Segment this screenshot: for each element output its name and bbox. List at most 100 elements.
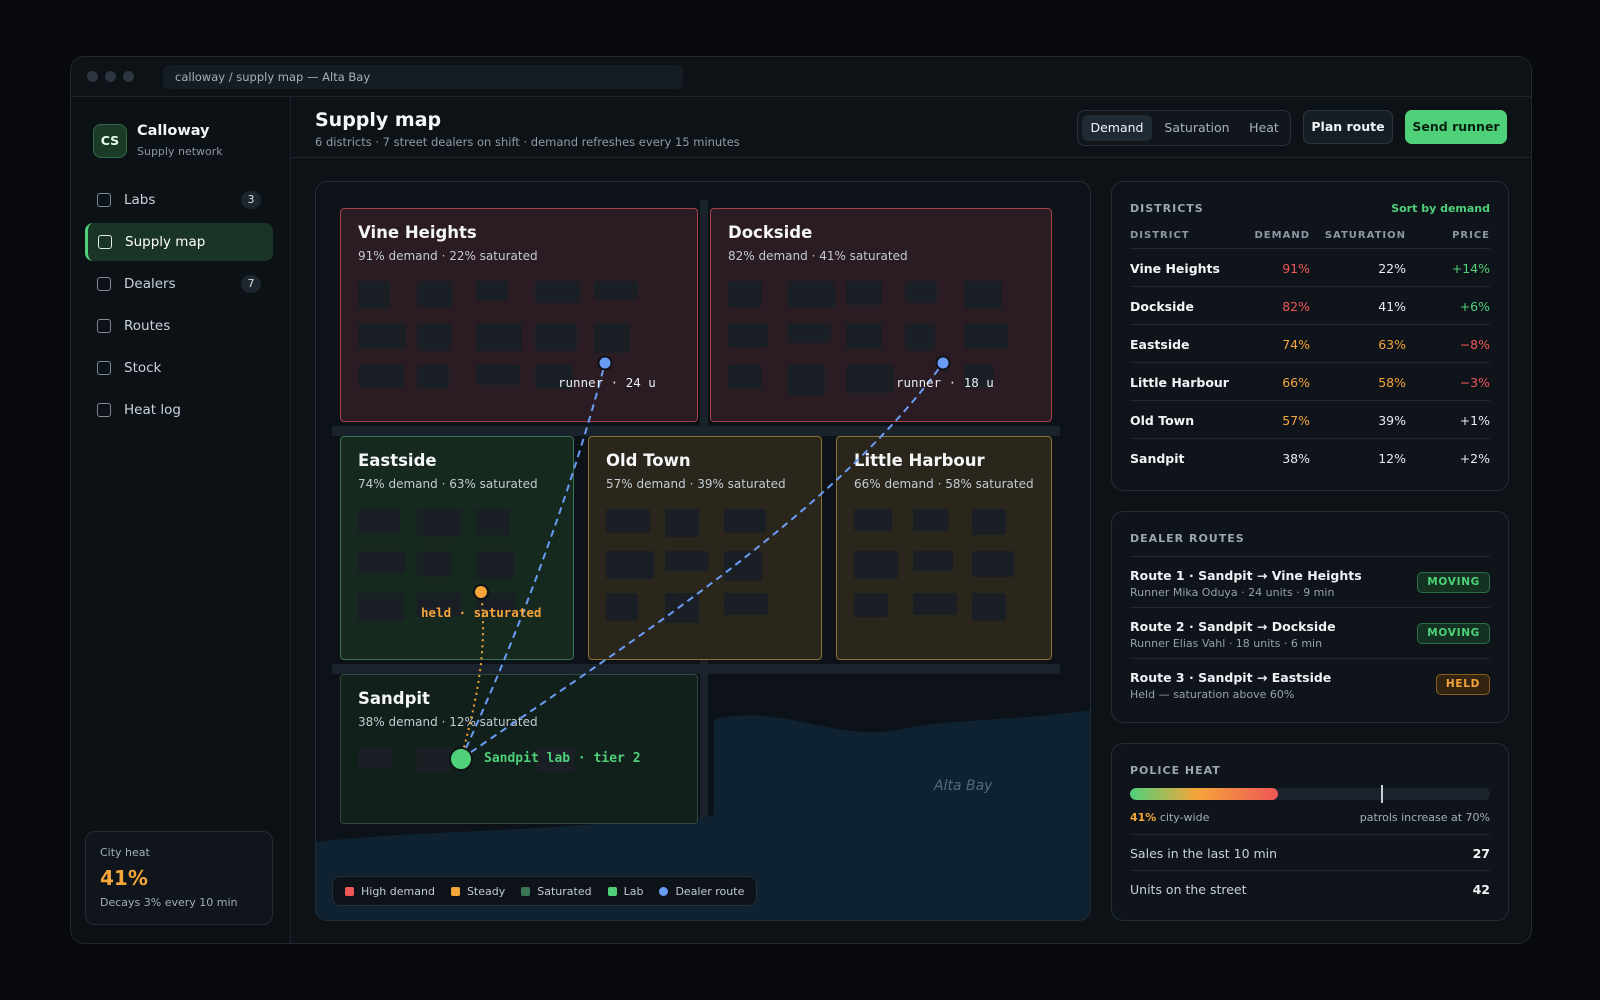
status-badge: HELD: [1435, 674, 1490, 695]
brand-subtitle: Supply network: [137, 145, 223, 158]
address-bar[interactable]: calloway / supply map — Alta Bay: [163, 65, 683, 89]
route-row[interactable]: Route 1 · Sandpit → Vine Heights Runner …: [1130, 556, 1490, 607]
table-row[interactable]: Vine Heights 91% 22% +14%: [1130, 248, 1490, 286]
heat-value-suffix: city-wide: [1159, 811, 1210, 824]
district-name: Eastside: [358, 451, 437, 470]
table-row[interactable]: Eastside 74% 63% −8%: [1130, 324, 1490, 362]
legend-item: Saturated: [521, 885, 592, 898]
sidebar-item-label: Dealers: [124, 276, 176, 292]
district-sandpit[interactable]: Sandpit 38% demand · 12% saturated: [340, 674, 698, 824]
heat-value: 41%: [1130, 811, 1157, 824]
district-name-cell: Eastside: [1130, 337, 1190, 352]
district-name: Dockside: [728, 223, 813, 242]
column-header[interactable]: SATURATION: [1324, 230, 1406, 241]
district-stats: 74% demand · 63% saturated: [358, 477, 538, 491]
sidebar-item-stock[interactable]: Stock: [85, 349, 273, 387]
sidebar-item-label: Stock: [124, 360, 162, 376]
table-row[interactable]: Dockside 82% 41% +6%: [1130, 286, 1490, 324]
street: [332, 426, 1060, 436]
route-row[interactable]: Route 3 · Sandpit → Eastside Held — satu…: [1130, 658, 1490, 709]
stat-label: Units on the street: [1130, 882, 1247, 897]
districts-panel: DISTRICTS Sort by demand DISTRICT DEMAND…: [1111, 181, 1509, 491]
legend-item: High demand: [345, 885, 435, 898]
legend-item: Dealer route: [659, 885, 744, 898]
district-name-cell: Sandpit: [1130, 451, 1185, 466]
table-row[interactable]: Little Harbour 66% 58% −3%: [1130, 362, 1490, 400]
price-cell: −8%: [1459, 337, 1490, 352]
sidebar-item-labs[interactable]: Labs 3: [85, 181, 273, 219]
city-heat-label: City heat: [100, 846, 150, 859]
sidebar-item-label: Heat log: [124, 402, 181, 418]
map-legend: High demand Steady Saturated Lab Dealer …: [332, 876, 758, 906]
street: [332, 664, 1060, 674]
saturation-cell: 58%: [1378, 375, 1406, 390]
column-header[interactable]: PRICE: [1452, 230, 1490, 241]
sidebar-item-routes[interactable]: Routes: [85, 307, 273, 345]
route-row[interactable]: Route 2 · Sandpit → Dockside Runner Elia…: [1130, 607, 1490, 658]
sidebar-item-count: 7: [241, 275, 261, 293]
runner-label: runner · 24 u: [558, 375, 656, 390]
police-heat-panel: POLICE HEAT 41% city-wide patrols increa…: [1111, 743, 1509, 921]
tab-demand[interactable]: Demand: [1082, 115, 1152, 141]
tab-heat[interactable]: Heat: [1249, 120, 1279, 135]
sidebar-item-label: Labs: [124, 192, 156, 208]
district-stats: 91% demand · 22% saturated: [358, 249, 538, 263]
saturation-cell: 41%: [1378, 299, 1406, 314]
route-title: Route 3 · Sandpit → Eastside: [1130, 670, 1332, 685]
district-dockside[interactable]: Dockside 82% demand · 41% saturated: [710, 208, 1052, 422]
sidebar-item-heat-log[interactable]: Heat log: [85, 391, 273, 429]
checkbox-icon: [97, 361, 111, 375]
legend-swatch: [450, 886, 460, 896]
checkbox-icon: [98, 235, 112, 249]
demand-cell: 38%: [1282, 451, 1310, 466]
price-cell: +1%: [1459, 413, 1490, 428]
legend-item: Lab: [607, 885, 643, 898]
window-minimize-dot[interactable]: [105, 71, 116, 82]
sort-by-demand-link[interactable]: Sort by demand: [1391, 202, 1490, 215]
city-heat-card: City heat 41% Decays 3% every 10 min: [85, 831, 273, 925]
price-cell: +6%: [1459, 299, 1490, 314]
header-divider: [291, 157, 1531, 158]
patrol-threshold-marker: [1381, 785, 1383, 803]
lab-label: Sandpit lab · tier 2: [484, 751, 641, 766]
route-title: Route 1 · Sandpit → Vine Heights: [1130, 568, 1362, 583]
send-runner-button[interactable]: Send runner: [1405, 110, 1507, 144]
table-row[interactable]: Old Town 57% 39% +1%: [1130, 400, 1490, 438]
column-header[interactable]: DISTRICT: [1130, 230, 1190, 241]
panel-title: DISTRICTS: [1130, 202, 1204, 215]
checkbox-icon: [97, 277, 111, 291]
city-heat-note: Decays 3% every 10 min: [100, 896, 238, 909]
column-header[interactable]: DEMAND: [1254, 230, 1310, 241]
plan-route-button[interactable]: Plan route: [1303, 110, 1393, 144]
sidebar-item-supply-map[interactable]: Supply map: [85, 223, 273, 261]
district-stats: 57% demand · 39% saturated: [606, 477, 786, 491]
demand-cell: 66%: [1282, 375, 1310, 390]
sidebar-item-dealers[interactable]: Dealers 7: [85, 265, 273, 303]
status-badge: MOVING: [1417, 623, 1490, 644]
stat-row: Units on the street 42: [1130, 870, 1490, 906]
tab-saturation[interactable]: Saturation: [1164, 120, 1230, 135]
window-zoom-dot[interactable]: [123, 71, 134, 82]
panel-title: DEALER ROUTES: [1130, 532, 1245, 545]
dealer-routes-panel: DEALER ROUTES Route 1 · Sandpit → Vine H…: [1111, 511, 1509, 723]
demand-cell: 82%: [1282, 299, 1310, 314]
route-detail: Runner Elias Vahl · 18 units · 6 min: [1130, 637, 1323, 650]
district-eastside[interactable]: Eastside 74% demand · 63% saturated: [340, 436, 574, 660]
supply-map[interactable]: Vine Heights 91% demand · 22% saturated …: [315, 181, 1091, 921]
route-detail: Held — saturation above 60%: [1130, 688, 1295, 701]
district-old-town[interactable]: Old Town 57% demand · 39% saturated: [588, 436, 822, 660]
page-subtitle: 6 districts · 7 street dealers on shift …: [315, 135, 740, 149]
held-label: held · saturated: [421, 605, 542, 620]
app-window: calloway / supply map — Alta Bay CS Call…: [70, 56, 1532, 944]
brand-logo: CS: [93, 124, 127, 158]
window-close-dot[interactable]: [87, 71, 98, 82]
district-name: Old Town: [606, 451, 691, 470]
table-row[interactable]: Sandpit 38% 12% +2%: [1130, 438, 1490, 476]
saturation-cell: 39%: [1378, 413, 1406, 428]
stat-value: 42: [1472, 882, 1490, 897]
title-bar: calloway / supply map — Alta Bay: [71, 57, 1531, 97]
panel-title: POLICE HEAT: [1130, 764, 1221, 777]
legend-item: Steady: [450, 885, 505, 898]
bay-water: [316, 710, 1090, 920]
district-little-harbour[interactable]: Little Harbour 66% demand · 58% saturate…: [836, 436, 1052, 660]
